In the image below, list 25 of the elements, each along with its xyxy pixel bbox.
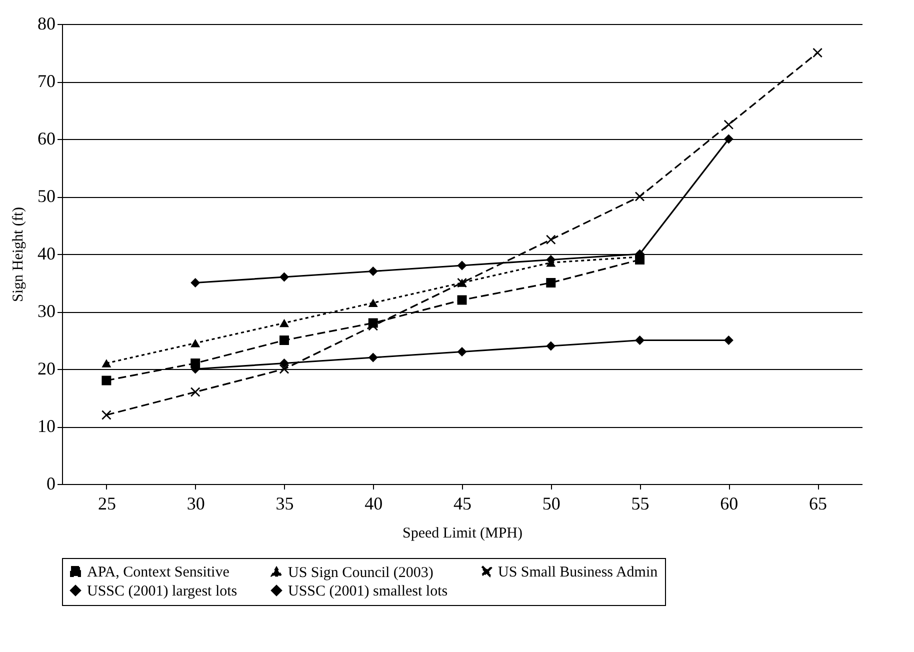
legend-label: USSC (2001) largest lots: [87, 584, 238, 600]
x-tick-label: 60: [720, 494, 738, 514]
x-tick-label: 45: [454, 494, 472, 514]
x-tick-label: 50: [542, 494, 560, 514]
y-axis-title: Sign Height (ft): [10, 207, 26, 302]
x-tick-label: 65: [809, 494, 828, 514]
y-tick-label: 80: [38, 14, 56, 34]
y-tick-label: 30: [38, 301, 56, 321]
x-tick-label: 40: [364, 494, 383, 514]
y-tick-label: 70: [38, 71, 56, 91]
legend-label: US Small Business Admin: [498, 564, 658, 581]
y-tick-label: 40: [38, 244, 56, 264]
x-tick-label: 35: [276, 494, 294, 514]
y-tick-label: 50: [38, 186, 56, 206]
y-tick-label: 10: [38, 416, 56, 436]
legend-label: APA, Context Sensitive: [87, 564, 230, 581]
y-tick-label: 20: [38, 358, 56, 378]
x-tick-label: 55: [631, 494, 650, 514]
x-axis-title: Speed Limit (MPH): [402, 526, 522, 542]
y-tick-label: 0: [46, 474, 56, 494]
x-tick-label: 25: [98, 494, 116, 514]
legend-label: USSC (2001) smallest lots: [288, 584, 448, 600]
legend-label: US Sign Council (2003): [288, 564, 434, 581]
y-tick-label: 60: [38, 128, 56, 148]
x-tick-label: 30: [186, 494, 205, 514]
